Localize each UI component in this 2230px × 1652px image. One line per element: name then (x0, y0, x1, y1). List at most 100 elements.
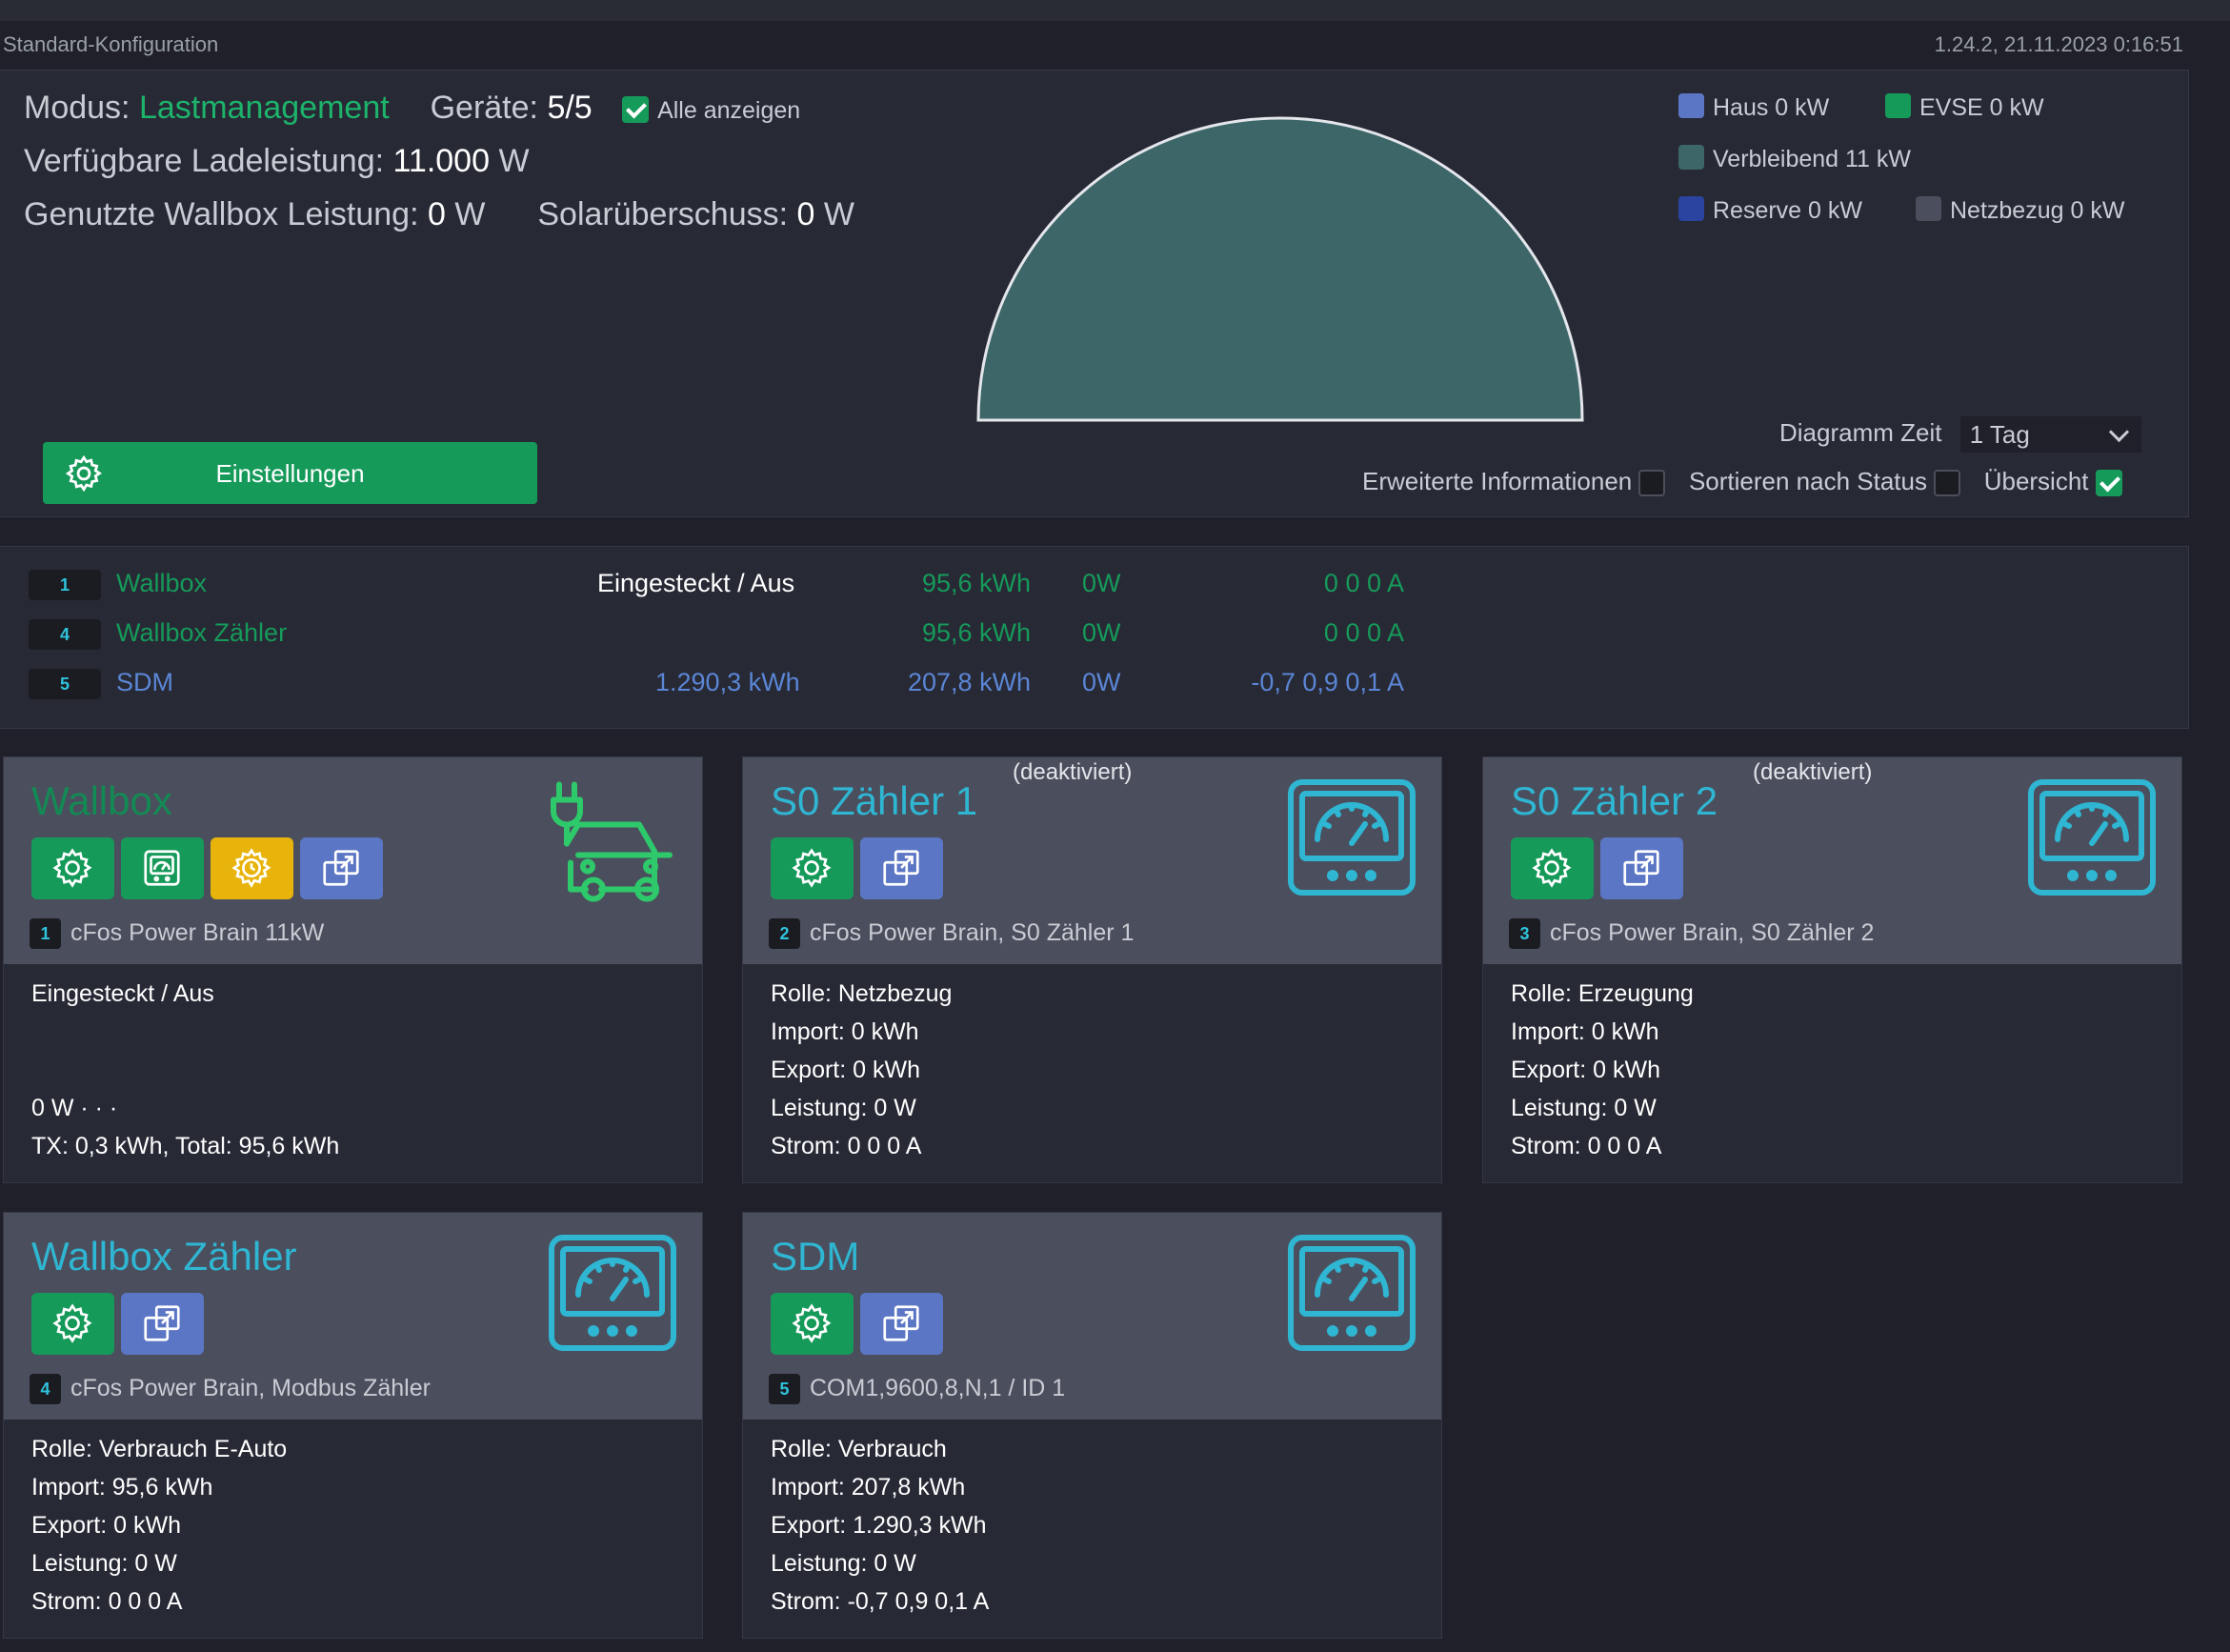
device-id-badge: 5 (29, 669, 101, 699)
card-header: Wallbox Zähler 4 cFos Power Brain, Modbus… (4, 1213, 702, 1420)
wallbox-power-label: Genutzte Wallbox Leistung: (24, 196, 419, 232)
card-line: Import: 95,6 kWh (31, 1474, 213, 1501)
legend-reserve[interactable]: Reserve 0 kW (1678, 196, 1862, 225)
settings-button[interactable] (1511, 837, 1594, 899)
card-line: Leistung: 0 W (771, 1550, 916, 1577)
device-power: 0W (1082, 569, 1121, 597)
gauge-meter-icon (1288, 779, 1416, 896)
open-external-icon (323, 850, 359, 886)
card-line: 0 W · · · (31, 1095, 118, 1121)
card-body: Rolle: Verbrauch E-Auto Import: 95,6 kWh… (31, 1436, 287, 1626)
device-row[interactable]: 4 Wallbox Zähler 95,6 kWh 0W 0 0 0 A (29, 615, 1457, 650)
sort-by-status-checkbox[interactable] (1934, 470, 1961, 497)
diagram-time-select[interactable]: 1 Tag (1959, 416, 2141, 453)
solar-label: Solarüberschuss: (537, 196, 789, 232)
ev-car-plug-icon (551, 781, 673, 902)
card-header: SDM 5 COM1,9600,8,N,1 / ID 1 (743, 1213, 1441, 1420)
wallbox-power-unit: W (454, 196, 486, 232)
card-line: Leistung: 0 W (1511, 1095, 1657, 1121)
options-row: Erweiterte Informationen Sortieren nach … (1362, 467, 2122, 497)
settings-button[interactable] (31, 837, 114, 899)
usage-line: Genutzte Wallbox Leistung: 0 W Solarüber… (24, 196, 854, 233)
card-line: Strom: 0 0 0 A (1511, 1133, 1662, 1159)
legend-haus[interactable]: Haus 0 kW (1678, 93, 1829, 122)
card-header: Wallbox 1 cFos Power Brain 11kW (4, 757, 702, 964)
legend-netzbezug[interactable]: Netzbezug 0 kW (1916, 196, 2124, 225)
device-card-s0-zaehler-1: (deaktiviert) S0 Zähler 1 2 cFos Power Br… (742, 756, 1442, 1183)
open-external-icon (883, 1305, 919, 1341)
gear-icon (52, 848, 92, 888)
card-model: 2 cFos Power Brain, S0 Zähler 1 (769, 918, 1134, 949)
devices-label: Geräte: (430, 90, 538, 126)
card-model-name: cFos Power Brain, Modbus Zähler (70, 1375, 431, 1401)
settings-button[interactable] (771, 1293, 854, 1355)
device-id-badge: 5 (769, 1374, 800, 1404)
card-model-name: COM1,9600,8,N,1 / ID 1 (810, 1375, 1066, 1401)
card-line (31, 1018, 339, 1057)
open-external-button[interactable] (300, 837, 383, 899)
devices-value: 5/5 (547, 90, 593, 126)
card-model: 4 cFos Power Brain, Modbus Zähler (30, 1374, 431, 1404)
gauge-meter-icon (1288, 1235, 1416, 1351)
overview-label: Übersicht (1983, 467, 2089, 495)
overview-checkbox[interactable] (2095, 470, 2122, 497)
card-title[interactable]: Wallbox (31, 778, 172, 823)
timer-settings-button[interactable] (211, 837, 293, 899)
mode-line: Modus: Lastmanagement Geräte: 5/5 Alle a… (24, 90, 800, 127)
device-name-link[interactable]: Wallbox (116, 569, 208, 597)
open-external-button[interactable] (860, 837, 943, 899)
card-model-name: cFos Power Brain 11kW (70, 919, 325, 946)
card-line: Export: 0 kWh (771, 1057, 920, 1083)
card-model-name: cFos Power Brain, S0 Zähler 1 (810, 919, 1135, 946)
settings-button[interactable] (771, 837, 854, 899)
card-body: Rolle: Verbrauch Import: 207,8 kWh Expor… (771, 1436, 989, 1626)
power-gauge-chart (976, 116, 1584, 422)
top-bar (0, 0, 2230, 21)
card-line: Strom: 0 0 0 A (31, 1588, 183, 1615)
open-external-icon (883, 850, 919, 886)
card-title[interactable]: S0 Zähler 2 (1511, 778, 1718, 823)
card-line: Rolle: Erzeugung (1511, 980, 1694, 1007)
card-line: Import: 0 kWh (771, 1018, 919, 1045)
device-id-badge: 4 (29, 619, 101, 650)
legend-swatch (1885, 93, 1911, 118)
legend-evse[interactable]: EVSE 0 kW (1885, 93, 2044, 122)
device-row[interactable]: 1 Wallbox Eingesteckt / Aus 95,6 kWh 0W … (29, 566, 1457, 600)
device-energy: 95,6 kWh (922, 569, 1032, 597)
gear-icon (52, 1303, 92, 1343)
device-id-badge: 1 (29, 570, 101, 600)
legend-verbleibend[interactable]: Verbleibend 11 kW (1678, 145, 1911, 173)
meter-display-button[interactable] (121, 837, 204, 899)
card-title[interactable]: Wallbox Zähler (31, 1234, 297, 1279)
charging-power-label: Verfügbare Ladeleistung: (24, 143, 385, 179)
gauge-remaining-segment (976, 116, 1584, 422)
device-name-link[interactable]: SDM (116, 668, 173, 696)
card-line: Leistung: 0 W (771, 1095, 916, 1121)
device-id-badge: 2 (769, 918, 800, 949)
device-row[interactable]: 5 SDM 1.290,3 kWh 207,8 kWh 0W -0,7 0,9 … (29, 665, 1457, 699)
card-model: 3 cFos Power Brain, S0 Zähler 2 (1509, 918, 1874, 949)
settings-button[interactable] (31, 1293, 114, 1355)
device-name-link[interactable]: Wallbox Zähler (116, 618, 288, 647)
card-line: Export: 0 kWh (1511, 1057, 1660, 1083)
open-external-button[interactable] (121, 1293, 204, 1355)
solar-unit: W (823, 196, 854, 232)
gear-icon (65, 454, 102, 493)
settings-button[interactable]: Einstellungen (43, 442, 537, 504)
device-status: Eingesteckt / Aus (597, 569, 795, 597)
show-all-checkbox[interactable] (621, 96, 649, 124)
mode-value[interactable]: Lastmanagement (138, 90, 390, 126)
diagram-time-row: Diagramm Zeit 1 Tag (1779, 416, 2141, 453)
open-external-button[interactable] (860, 1293, 943, 1355)
charging-power-line: Verfügbare Ladeleistung: 11.000 W (24, 143, 530, 180)
config-name: Standard-Konfiguration (3, 32, 219, 56)
card-title[interactable]: SDM (771, 1234, 860, 1279)
card-title[interactable]: S0 Zähler 1 (771, 778, 978, 823)
open-external-button[interactable] (1600, 837, 1683, 899)
card-line: Rolle: Verbrauch E-Auto (31, 1436, 288, 1462)
chevron-down-icon (2108, 421, 2129, 443)
legend-netzbezug-label: Netzbezug 0 kW (1950, 197, 2125, 224)
wallbox-power-value: 0 (427, 196, 446, 232)
extended-info-checkbox[interactable] (1638, 470, 1666, 497)
card-header: (deaktiviert) S0 Zähler 1 2 cFos Power Br… (743, 757, 1441, 964)
